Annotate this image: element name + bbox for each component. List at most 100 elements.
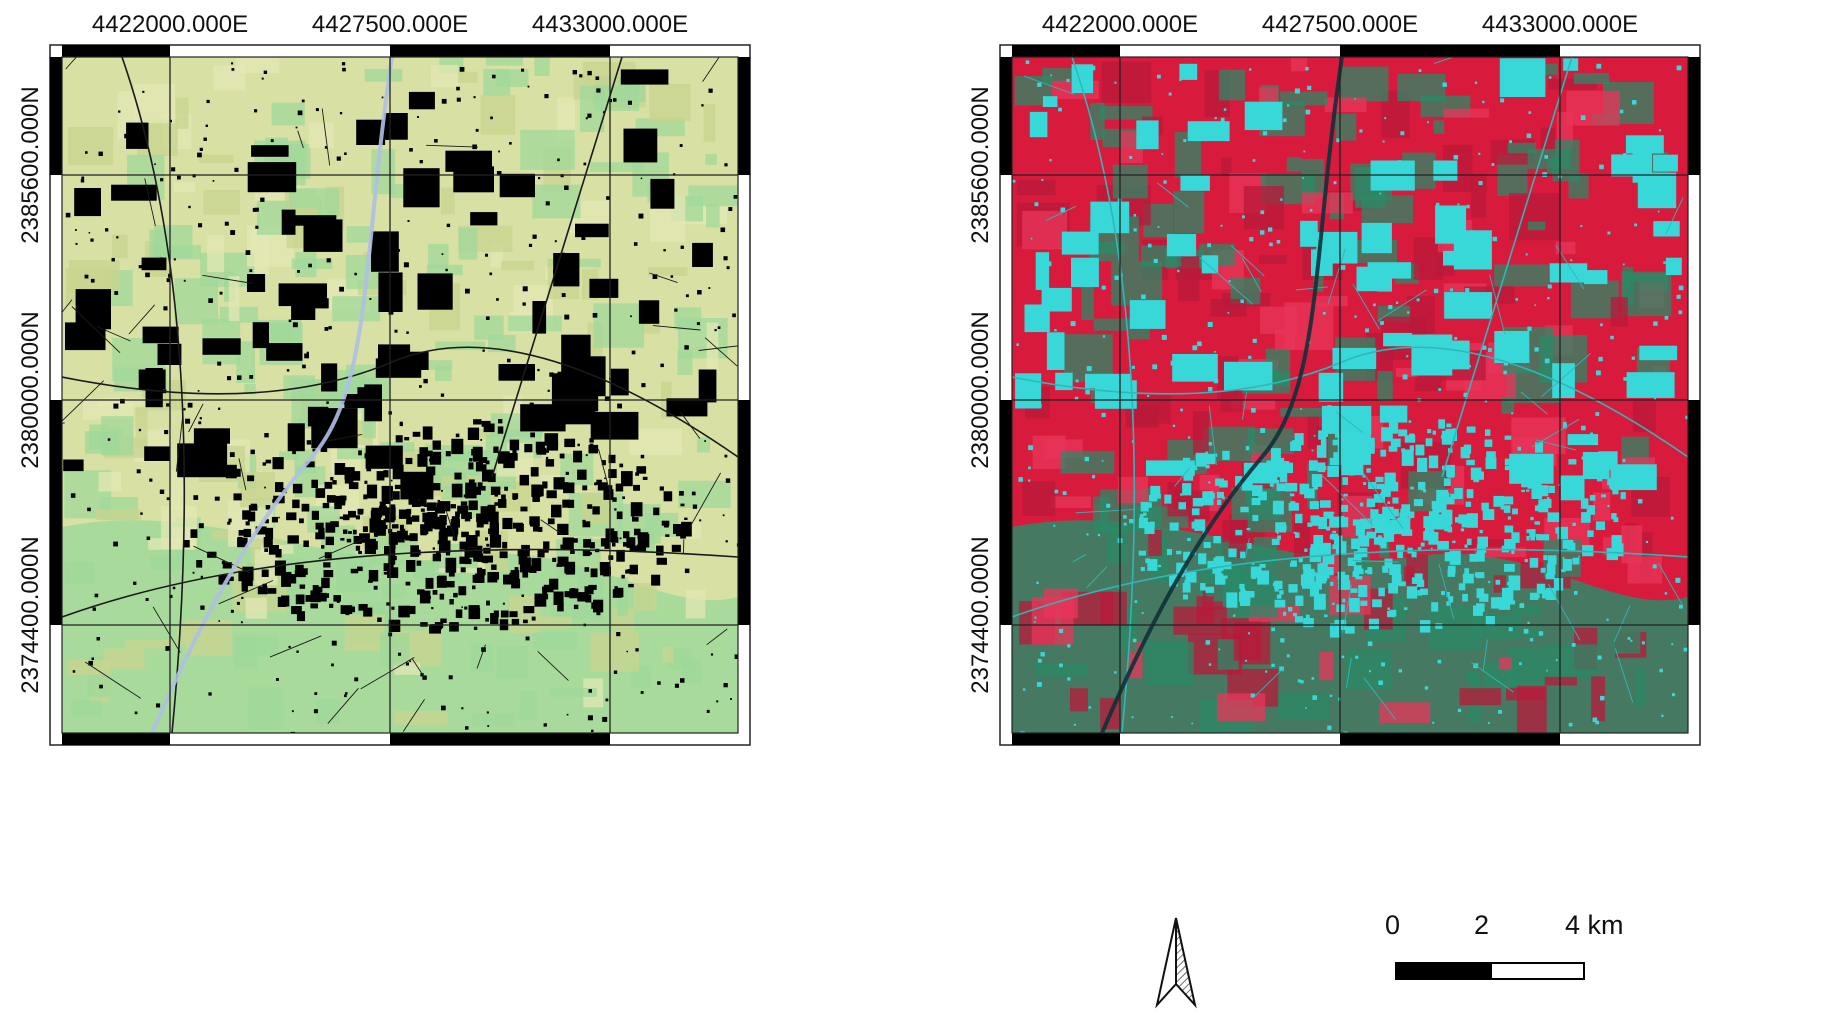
built-block — [251, 145, 289, 157]
field-patch — [1339, 66, 1389, 102]
field-patch — [1622, 266, 1634, 305]
built-block — [698, 369, 717, 403]
field-patch — [1100, 591, 1127, 625]
built-block — [1332, 347, 1377, 369]
field-patch — [529, 616, 572, 629]
field-patch — [1016, 180, 1056, 196]
built-block — [1494, 331, 1530, 363]
built-block — [357, 387, 371, 401]
built-block — [1499, 58, 1546, 97]
easting-label: 4427500.000E — [1262, 11, 1418, 38]
frame-block — [62, 733, 170, 745]
built-block — [551, 373, 599, 412]
field-patch — [706, 204, 720, 228]
field-patch — [705, 154, 717, 165]
field-patch — [1312, 295, 1348, 307]
field-patch — [1060, 450, 1115, 474]
field-patch — [1511, 604, 1542, 616]
field-patch — [228, 276, 240, 322]
built-block — [1187, 121, 1230, 142]
field-patch — [458, 227, 478, 260]
field-patch — [112, 234, 128, 259]
built-block — [1611, 154, 1634, 177]
field-patch — [1101, 61, 1152, 103]
built-block — [142, 326, 179, 344]
field-patch — [382, 583, 405, 599]
built-block — [303, 219, 343, 252]
built-block — [202, 338, 241, 355]
built-block — [1180, 175, 1210, 191]
built-block — [1090, 201, 1130, 234]
land-cover-map: 4422000.000E 4427500.000E 4433000.000E 2385… — [17, 11, 751, 746]
field-patch — [1243, 186, 1284, 230]
built-block — [403, 168, 440, 208]
field-patch — [394, 710, 448, 725]
road-network — [62, 57, 738, 733]
built-block — [553, 253, 580, 287]
scale-label-0: 0 — [1385, 910, 1401, 940]
field-patch — [1324, 97, 1367, 113]
field-patch — [1210, 299, 1247, 317]
field-patch — [1443, 108, 1489, 118]
built-block — [1443, 250, 1469, 266]
field-patch — [1081, 281, 1094, 320]
left-map-panel: 4422000.000E 4427500.000E 4433000.000E 2385… — [0, 0, 820, 900]
frame-block — [1012, 733, 1120, 745]
scale-label-4-km: 4 km — [1565, 910, 1624, 940]
field-patch — [103, 648, 145, 669]
built-block — [1146, 460, 1195, 476]
frame-block — [390, 733, 610, 745]
frame-block — [50, 57, 62, 175]
built-block — [63, 459, 84, 472]
field-patch — [1070, 688, 1088, 712]
built-block — [532, 301, 547, 334]
field-patch — [1274, 329, 1296, 350]
field-patch — [236, 57, 280, 74]
field-patch — [431, 64, 459, 88]
field-patch — [1177, 256, 1200, 302]
field-patch — [1092, 496, 1109, 533]
built-block — [1367, 262, 1411, 279]
built-block — [1653, 221, 1680, 237]
built-block — [1444, 292, 1493, 319]
field-patch — [1233, 621, 1261, 661]
field-patch — [126, 639, 173, 649]
graticule — [1012, 57, 1688, 733]
field-patch — [1494, 264, 1549, 287]
built-block — [138, 369, 166, 389]
field-patch — [1106, 527, 1128, 564]
field-patch — [592, 85, 646, 103]
field-patch — [135, 405, 148, 448]
built-block — [1042, 96, 1058, 107]
field-patch — [248, 686, 285, 730]
field-patch — [472, 713, 516, 727]
field-patch — [496, 69, 529, 87]
field-patch — [150, 555, 199, 571]
built-block — [281, 209, 296, 235]
built-block — [666, 398, 708, 417]
built-block — [408, 91, 435, 110]
scale-segment-black — [1395, 962, 1490, 980]
built-block — [623, 128, 658, 163]
field-patch — [1022, 481, 1056, 516]
frame-block — [738, 57, 750, 175]
built-block — [74, 188, 101, 217]
field-patch — [364, 69, 403, 82]
built-block — [1300, 220, 1318, 247]
road-network — [1012, 57, 1688, 733]
field-patch — [1335, 113, 1357, 141]
field-patch — [1568, 173, 1589, 199]
field-patch — [440, 187, 455, 215]
frame-block — [1000, 400, 1012, 625]
field-patch — [1050, 496, 1092, 508]
field-patch — [1591, 676, 1606, 722]
field-patch — [677, 350, 693, 375]
right-map-panel: 4422000.000E 4427500.000E 4433000.000E 2385… — [950, 0, 1770, 900]
field-patch — [203, 190, 240, 215]
field-patch — [236, 341, 256, 383]
field-patch — [496, 646, 528, 679]
built-block — [321, 363, 338, 392]
field-patch — [520, 129, 575, 170]
field-patch — [533, 632, 577, 651]
field-patch — [1379, 702, 1431, 724]
